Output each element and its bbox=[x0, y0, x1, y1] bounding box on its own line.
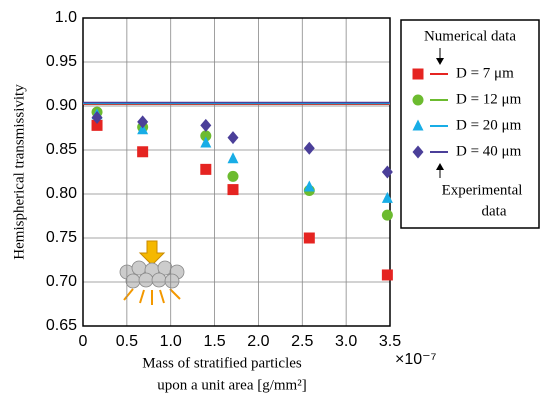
legend-label: D = 20 μm bbox=[456, 117, 522, 133]
x-tick-label: 1.5 bbox=[203, 333, 225, 350]
marker bbox=[137, 123, 149, 135]
legend-marker bbox=[412, 119, 424, 131]
legend-label: D = 12 μm bbox=[456, 91, 522, 107]
legend-marker bbox=[412, 68, 424, 80]
marker bbox=[381, 191, 393, 203]
x-multiplier: ×10⁻⁷ bbox=[395, 351, 437, 368]
legend-marker bbox=[412, 145, 424, 159]
marker bbox=[303, 232, 315, 244]
x-tick-label: 3.5 bbox=[379, 333, 401, 350]
x-tick-label: 3.0 bbox=[335, 333, 357, 350]
y-tick-label: 0.80 bbox=[46, 185, 77, 202]
x-axis-title: upon a unit area [g/mm²] bbox=[157, 377, 306, 393]
x-axis-title: Mass of stratified particles bbox=[142, 355, 302, 371]
marker bbox=[381, 209, 393, 221]
x-tick-label: 2.5 bbox=[291, 333, 313, 350]
marker bbox=[227, 152, 239, 164]
legend-box bbox=[400, 19, 540, 229]
marker bbox=[91, 119, 103, 131]
y-tick-label: 0.65 bbox=[46, 317, 77, 334]
marker bbox=[137, 115, 149, 129]
marker bbox=[227, 170, 239, 182]
x-tick-label: 1.0 bbox=[160, 333, 182, 350]
marker bbox=[200, 118, 212, 132]
marker bbox=[200, 130, 212, 142]
y-tick-label: 0.95 bbox=[46, 53, 77, 70]
marker bbox=[303, 180, 315, 192]
marker bbox=[303, 141, 315, 155]
y-tick-label: 0.85 bbox=[46, 141, 77, 158]
legend-label: D = 7 μm bbox=[456, 65, 514, 81]
x-tick-label: 2.0 bbox=[247, 333, 269, 350]
y-tick-label: 0.75 bbox=[46, 229, 77, 246]
marker bbox=[381, 165, 393, 179]
legend-experimental-label: data bbox=[482, 203, 507, 219]
marker bbox=[227, 184, 239, 196]
marker bbox=[200, 163, 212, 175]
marker bbox=[200, 136, 212, 148]
marker bbox=[227, 131, 239, 145]
marker bbox=[91, 110, 103, 124]
legend-experimental-label: Experimental bbox=[442, 182, 523, 198]
particle-illustration bbox=[119, 240, 185, 305]
marker bbox=[381, 269, 393, 281]
marker bbox=[137, 146, 149, 158]
y-axis-title: Hemispherical transmissivity bbox=[11, 84, 27, 260]
y-tick-label: 1.0 bbox=[55, 9, 77, 26]
legend-marker bbox=[412, 94, 424, 106]
y-tick-label: 0.90 bbox=[46, 97, 77, 114]
legend-arrow bbox=[436, 58, 444, 65]
y-tick-label: 0.70 bbox=[46, 273, 77, 290]
x-tick-label: 0 bbox=[79, 333, 88, 350]
x-tick-label: 0.5 bbox=[116, 333, 138, 350]
legend-numerical-label: Numerical data bbox=[424, 28, 516, 44]
legend-arrow bbox=[436, 163, 444, 170]
legend-label: D = 40 μm bbox=[456, 143, 522, 159]
